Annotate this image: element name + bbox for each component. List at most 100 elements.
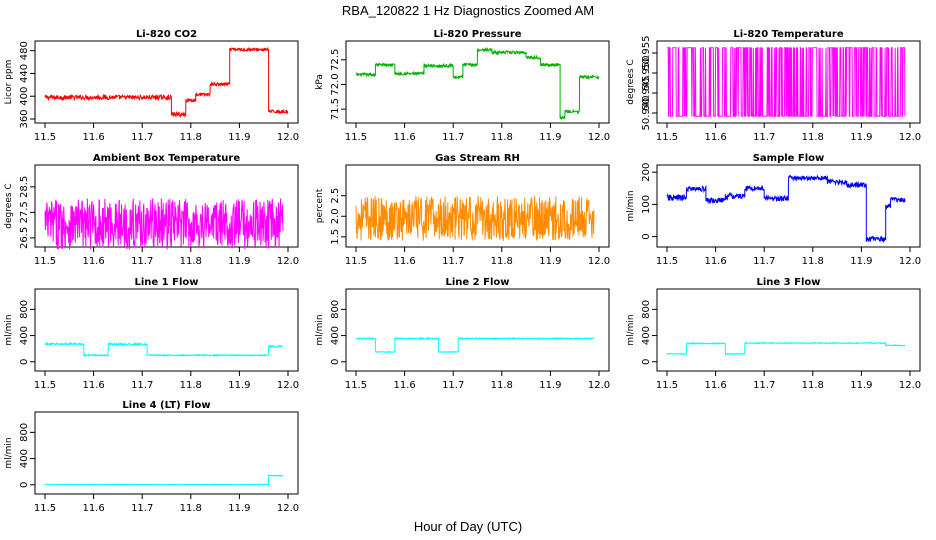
y-tick-label: 0 [641,233,652,239]
x-tick-label: 11.5 [345,132,367,143]
y-axis-label: ml/min [626,314,636,345]
x-tick-label: 11.9 [850,256,872,267]
x-tick-label: 11.8 [180,256,202,267]
y-tick-label: 200 [641,163,652,182]
x-tick-label: 11.6 [82,503,104,514]
panel-title: Li-820 Temperature [733,29,843,40]
panel-3: Li-820 Temperature 11.5 11.6 11.7 11.8 11.9 12… [626,29,921,143]
y-tick-label: 800 [19,423,30,442]
x-tick-label: 11.8 [802,380,824,391]
x-tick-label: 12.0 [588,132,610,143]
x-tick-label: 11.5 [656,132,678,143]
x-tick-label: 11.8 [802,132,824,143]
y-tick-label: 360 [19,109,30,128]
panel-2: Li-820 Pressure 11.5 11.6 11.7 11.8 11.9 12.0 7… [315,29,610,143]
series-line [44,341,284,358]
x-tick-label: 11.9 [228,503,250,514]
panel-title: Line 1 Flow [135,277,199,288]
y-tick-label: 71.5 [330,98,341,120]
x-tick-label: 11.6 [393,256,415,267]
x-tick-label: 11.5 [345,380,367,391]
panel-8: Line 2 Flow 11.5 11.6 11.7 11.8 11.9 12.0 0 400 8… [315,277,610,391]
x-tick-label: 11.7 [442,380,464,391]
plot-frame [34,411,299,495]
panels: Li-820 CO2 11.5 11.6 11.7 11.8 11.9 12.0 360 400… [4,29,921,514]
y-tick-label: 480 [19,41,30,60]
series-line [667,47,906,117]
y-tick-label: 2.5 [330,188,341,204]
x-tick-label: 11.7 [131,256,153,267]
panel-title: Li-820 CO2 [136,29,197,40]
y-axis-label: ml/min [4,437,14,468]
x-tick-label: 11.9 [539,380,561,391]
x-tick-label: 11.7 [753,132,775,143]
panel-5: Gas Stream RH 11.5 11.6 11.7 11.8 11.9 12.0 1.5… [315,153,610,267]
y-tick-label: 400 [641,326,652,345]
x-tick-label: 11.5 [34,380,56,391]
plot-frame [34,164,299,248]
y-tick-label: 0 [330,359,341,365]
y-tick-label: 800 [19,300,30,319]
panel-9: Line 3 Flow 11.5 11.6 11.7 11.8 11.9 12.0 0 400 8… [626,277,921,391]
x-tick-label: 11.7 [131,380,153,391]
panel-4: Ambient Box Temperature 11.5 11.6 11.7 11.8 1… [4,153,299,267]
x-tick-label: 11.7 [442,132,464,143]
y-tick-label: 400 [19,326,30,345]
x-tick-label: 11.6 [82,132,104,143]
y-tick-label: 1.5 [330,229,341,245]
x-tick-label: 12.0 [277,256,299,267]
y-tick-label: 72.5 [330,49,341,71]
series-line [355,46,600,121]
x-tick-label: 12.0 [277,380,299,391]
x-tick-label: 11.8 [180,503,202,514]
x-tick-label: 11.6 [82,256,104,267]
panel-10: Line 4 (LT) Flow 11.5 11.6 11.7 11.8 11.9 12.0… [4,400,299,514]
x-tick-label: 11.6 [82,380,104,391]
x-tick-label: 11.9 [539,132,561,143]
y-axis-label: kPa [315,74,325,90]
plot-frame [345,288,610,372]
series-line [355,336,595,354]
y-axis-label: degrees C [626,59,636,104]
y-tick-label: 400 [19,87,30,106]
panel-title: Line 3 Flow [757,277,821,288]
y-tick-label: 0 [19,482,30,488]
panel-title: Sample Flow [753,153,825,164]
panel-title: Ambient Box Temperature [93,153,240,164]
x-tick-label: 11.9 [850,380,872,391]
panel-title: Gas Stream RH [435,153,520,164]
plot-frame [34,288,299,372]
y-tick-label: 72.0 [330,73,341,95]
y-axis-label: percent [315,188,325,223]
y-tick-label: 440 [19,64,30,83]
x-tick-label: 11.6 [704,256,726,267]
y-tick-label: 50.955 [641,36,652,71]
y-tick-label: 50.945 [641,76,652,111]
panel-7: Line 1 Flow 11.5 11.6 11.7 11.8 11.9 12.0 0 400 8… [4,277,299,391]
x-tick-label: 11.7 [131,503,153,514]
x-tick-label: 12.0 [899,132,921,143]
series-line [44,198,284,250]
y-tick-label: 28.5 [19,176,30,198]
y-tick-label: 0 [641,359,652,365]
x-tick-label: 11.8 [180,380,202,391]
x-tick-label: 11.5 [656,380,678,391]
y-tick-label: 50.950 [641,56,652,91]
x-tick-label: 11.5 [34,132,56,143]
y-tick-label: 50.940 [641,96,652,131]
x-tick-label: 11.7 [753,380,775,391]
series-line [44,474,284,486]
x-tick-label: 12.0 [588,256,610,267]
plot-frame [34,40,299,124]
x-tick-label: 11.8 [491,256,513,267]
y-tick-label: 26.5 [19,227,30,249]
x-tick-label: 11.5 [34,503,56,514]
y-axis-label: Licor ppm [4,60,14,105]
x-tick-label: 11.8 [491,380,513,391]
panel-1: Li-820 CO2 11.5 11.6 11.7 11.8 11.9 12.0 360 400… [4,29,299,143]
plot-frame [345,40,610,124]
y-tick-label: 800 [330,300,341,319]
x-tick-label: 11.5 [34,256,56,267]
x-tick-label: 11.9 [228,256,250,267]
